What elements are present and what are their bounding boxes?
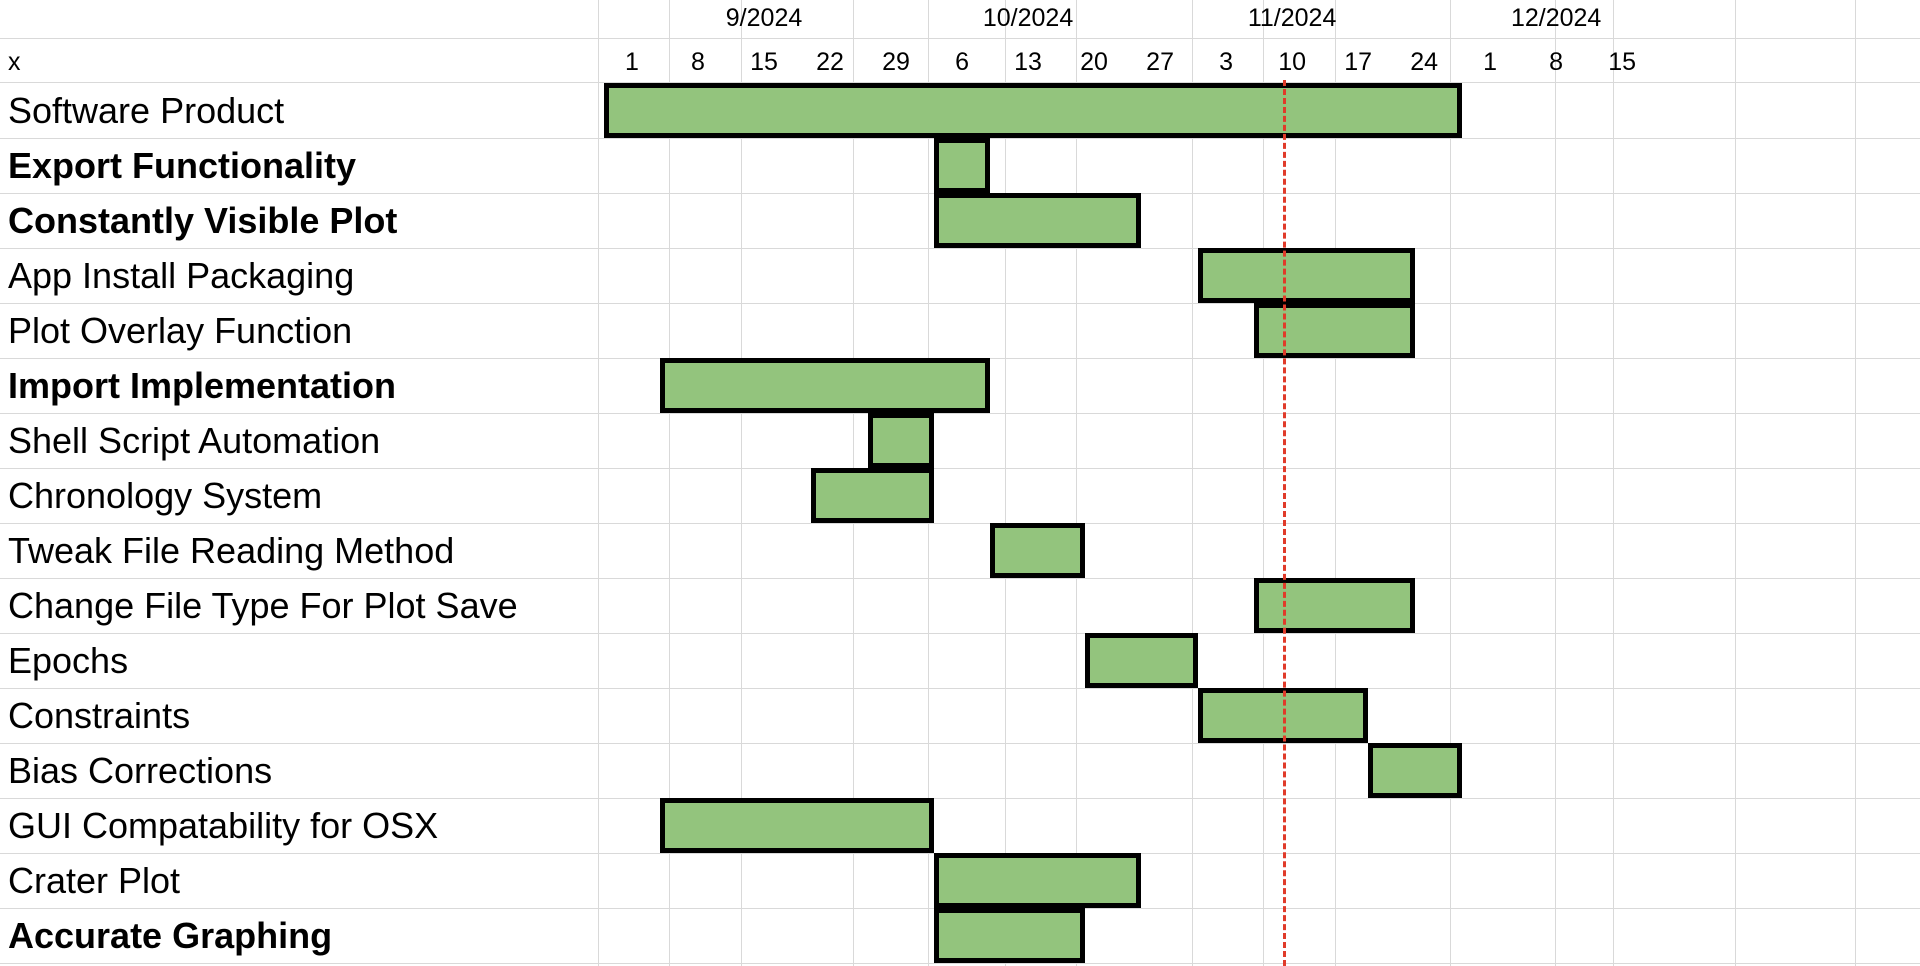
task-bar — [933, 853, 1142, 908]
grid-line-horizontal — [0, 743, 1920, 744]
grid-line-vertical — [669, 0, 670, 966]
grid-line-horizontal — [0, 413, 1920, 414]
grid-line-vertical — [1735, 0, 1736, 966]
tick-label: 15 — [750, 48, 778, 76]
grid-line-vertical — [1076, 0, 1077, 966]
task-label: Shell Script Automation — [8, 420, 381, 461]
grid-line-vertical — [1335, 0, 1336, 966]
grid-line-horizontal — [0, 798, 1920, 799]
tick-label: 24 — [1410, 48, 1439, 76]
grid-line-horizontal — [0, 688, 1920, 689]
tick-label: 3 — [1219, 48, 1234, 76]
tick-label: 1 — [625, 48, 639, 76]
tick-label: 8 — [691, 48, 705, 76]
grid-line-vertical — [598, 0, 599, 966]
tick-label: 29 — [882, 48, 910, 76]
task-label: Change File Type For Plot Save — [8, 585, 518, 626]
grid-line-horizontal — [0, 633, 1920, 634]
task-label: Constantly Visible Plot — [8, 200, 398, 241]
tick-label: 13 — [1014, 48, 1042, 76]
task-bar — [1367, 743, 1462, 798]
tick-label: 1 — [1483, 48, 1498, 76]
grid-line-horizontal — [0, 82, 1920, 83]
task-bar — [603, 83, 1462, 138]
tick-label: 6 — [955, 48, 969, 76]
task-label: Tweak File Reading Method — [8, 530, 455, 571]
task-label: Accurate Graphing — [8, 915, 333, 956]
grid-line-horizontal — [0, 303, 1920, 304]
task-bar — [933, 908, 1085, 963]
grid-line-vertical — [1450, 0, 1451, 966]
grid-line-horizontal — [0, 38, 1920, 39]
grid-line-vertical — [1855, 0, 1856, 966]
month-label: 12/2024 — [1510, 4, 1602, 32]
grid-line-horizontal — [0, 468, 1920, 469]
tick-label: 20 — [1080, 48, 1108, 76]
task-label: Bias Corrections — [8, 750, 273, 791]
grid-line-vertical — [1555, 0, 1556, 966]
task-label: Import Implementation — [8, 365, 397, 406]
task-label: Crater Plot — [8, 860, 181, 901]
task-bar — [660, 358, 991, 413]
task-bar — [1197, 248, 1415, 303]
tick-label: 22 — [816, 48, 844, 76]
tick-label: 8 — [1549, 48, 1564, 76]
task-label: Export Functionality — [8, 145, 357, 186]
grid-line-horizontal — [0, 963, 1920, 964]
grid-line-vertical — [1005, 0, 1006, 966]
task-label: Chronology System — [8, 475, 323, 516]
task-label: GUI Compatability for OSX — [8, 805, 439, 846]
task-bar — [867, 413, 934, 468]
task-bar — [933, 193, 1142, 248]
task-bar — [660, 798, 934, 853]
corner-label: x — [8, 48, 21, 76]
task-label: Plot Overlay Function — [8, 310, 353, 351]
tick-label: 10 — [1278, 48, 1306, 76]
grid-line-vertical — [741, 0, 742, 966]
grid-line-horizontal — [0, 578, 1920, 579]
tick-label: 17 — [1344, 48, 1373, 76]
tick-label: 15 — [1608, 48, 1637, 76]
today-marker — [1282, 80, 1286, 966]
task-label: Epochs — [8, 640, 129, 681]
task-bar — [933, 138, 991, 193]
month-label: 9/2024 — [725, 4, 803, 32]
task-label: Constraints — [8, 695, 191, 736]
grid-line-vertical — [1613, 0, 1614, 966]
month-label: 11/2024 — [1247, 4, 1337, 32]
grid-line-vertical — [1192, 0, 1193, 966]
task-bar — [1254, 578, 1415, 633]
grid-line-horizontal — [0, 248, 1920, 249]
task-bar — [1254, 303, 1415, 358]
grid-line-horizontal — [0, 523, 1920, 524]
task-bar — [990, 523, 1085, 578]
grid-line-vertical — [1263, 0, 1264, 966]
task-label: App Install Packaging — [8, 255, 355, 296]
task-bar — [811, 468, 934, 523]
tick-label: 27 — [1146, 48, 1174, 76]
task-bar — [1084, 633, 1198, 688]
task-label: Software Product — [8, 90, 285, 131]
month-label: 10/2024 — [982, 4, 1074, 32]
